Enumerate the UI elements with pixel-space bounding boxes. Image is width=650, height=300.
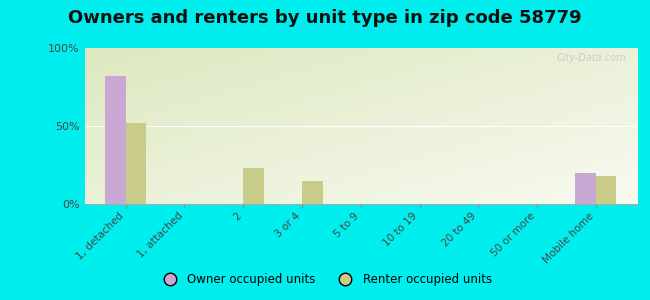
Bar — [302, 181, 322, 204]
Bar — [243, 168, 264, 204]
Bar — [596, 176, 616, 204]
Text: City-Data.com: City-Data.com — [556, 53, 626, 63]
Bar — [125, 123, 146, 204]
Bar — [575, 173, 596, 204]
Bar — [105, 76, 125, 204]
Legend: Owner occupied units, Renter occupied units: Owner occupied units, Renter occupied un… — [153, 269, 497, 291]
Text: Owners and renters by unit type in zip code 58779: Owners and renters by unit type in zip c… — [68, 9, 582, 27]
